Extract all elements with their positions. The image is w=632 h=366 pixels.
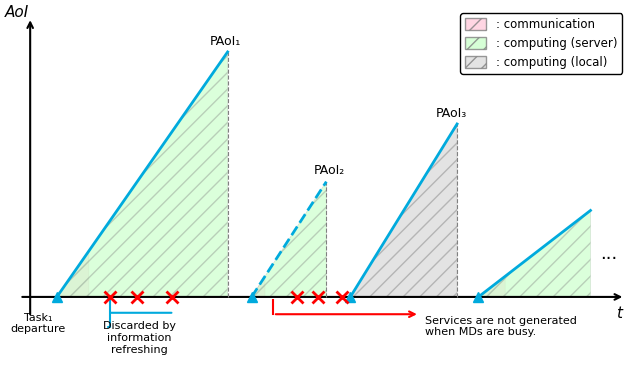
Legend: : communication, : computing (server), : computing (local): : communication, : computing (server), :… [460,14,622,74]
Polygon shape [478,210,590,297]
Text: PAoI₂: PAoI₂ [313,164,344,177]
Text: AoI: AoI [4,5,29,20]
Polygon shape [57,52,228,297]
Text: t: t [616,306,623,321]
Polygon shape [252,182,326,297]
Text: PAoI₃: PAoI₃ [436,107,467,120]
Text: Task₁
departure: Task₁ departure [11,313,66,335]
Polygon shape [478,276,505,297]
Text: ...: ... [600,245,618,263]
Text: Services are not generated
when MDs are busy.: Services are not generated when MDs are … [425,315,577,337]
Text: Discarded by
information
refreshing: Discarded by information refreshing [103,321,176,355]
Polygon shape [252,276,265,297]
Polygon shape [57,251,89,297]
Text: PAoI₁: PAoI₁ [209,35,241,48]
Polygon shape [350,124,457,297]
